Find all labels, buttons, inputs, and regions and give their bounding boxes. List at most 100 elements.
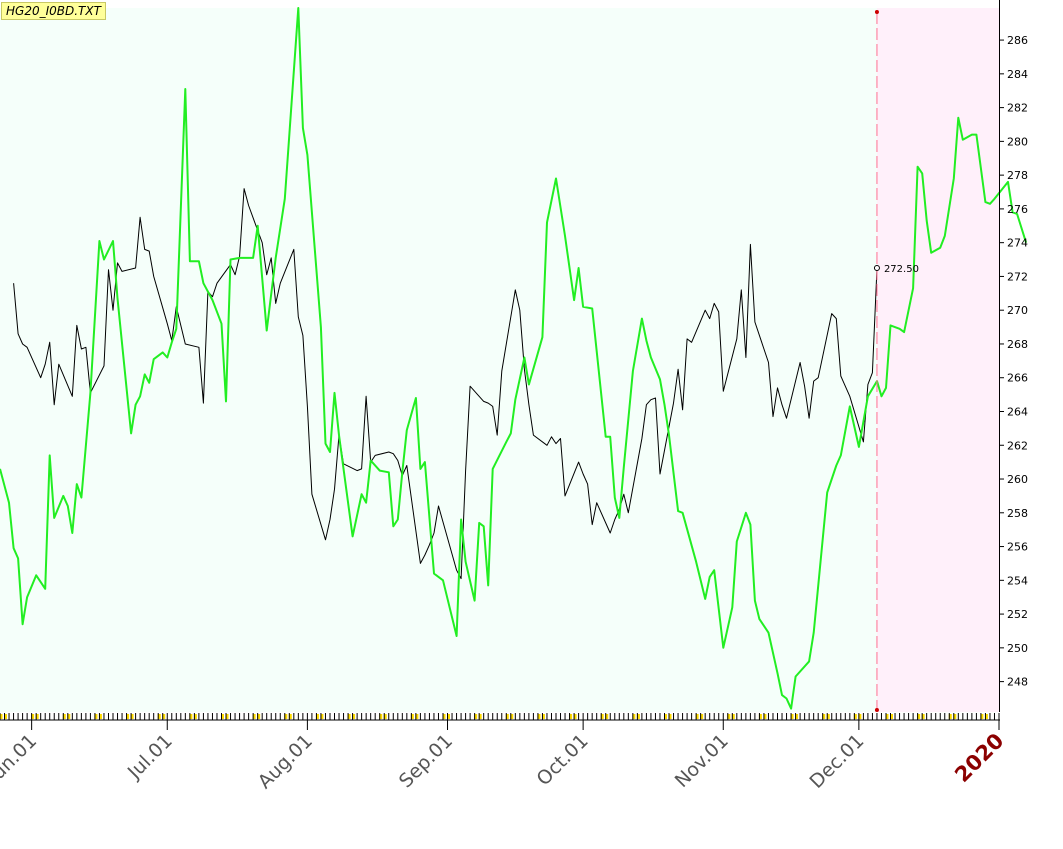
x-axis: Jun.01 Jul.01 Aug.01 Sep.01 Oct.01 Nov.01 Dec.…: [0, 713, 1009, 793]
weekend-marker: [727, 714, 731, 719]
weekend-marker: [478, 714, 482, 719]
weekend-marker: [126, 714, 130, 719]
x-tick-label: Dec.01: [805, 730, 868, 793]
weekend-marker: [320, 714, 324, 719]
weekend-marker: [352, 714, 356, 719]
divider-top-marker: [874, 10, 879, 14]
weekend-marker: [853, 714, 857, 719]
weekend-marker: [822, 714, 826, 719]
last-value-marker: [873, 264, 880, 271]
weekend-marker: [921, 714, 925, 719]
weekend-marker: [695, 714, 699, 719]
weekend-marker: [257, 714, 261, 719]
history-background: [0, 8, 877, 712]
weekend-marker: [31, 714, 35, 719]
weekend-marker: [573, 714, 577, 719]
weekend-marker: [35, 714, 39, 719]
weekend-marker: [826, 714, 830, 719]
weekend-marker: [668, 714, 672, 719]
last-value-label: 272.50: [884, 264, 919, 275]
y-tick-label: 274: [1007, 237, 1028, 250]
weekend-marker: [569, 714, 573, 719]
x-tick-label: Sep.01: [395, 730, 457, 792]
forecast-background: [876, 8, 999, 712]
weekend-marker: [948, 714, 952, 719]
weekend-marker: [632, 714, 636, 719]
weekend-marker: [605, 714, 609, 719]
weekend-marker: [885, 714, 889, 719]
weekend-marker: [447, 714, 451, 719]
weekend-marker: [600, 714, 604, 719]
weekend-marker: [130, 714, 134, 719]
weekend-marker: [415, 714, 419, 719]
weekend-marker: [4, 714, 8, 719]
y-tick-label: 262: [1007, 439, 1028, 452]
weekend-marker: [252, 714, 256, 719]
y-tick-label: 258: [1007, 507, 1028, 520]
series-layer: [0, 7, 1028, 710]
x-tick-label: Oct.01: [533, 730, 593, 790]
y-tick-label: 260: [1007, 473, 1028, 486]
weekend-marker: [193, 714, 197, 719]
y-tick-label: 250: [1007, 642, 1028, 655]
x-tick-label: Nov.01: [671, 730, 733, 792]
y-tick-label: 270: [1007, 304, 1028, 317]
weekend-marker: [284, 714, 288, 719]
divider-bottom-marker: [874, 708, 879, 712]
y-tick-label: 278: [1007, 169, 1028, 182]
weekend-marker: [442, 714, 446, 719]
weekend-marker: [700, 714, 704, 719]
weekend-marker: [220, 714, 224, 719]
weekend-marker: [94, 714, 98, 719]
weekend-marker: [474, 714, 478, 719]
weekend-marker: [189, 714, 193, 719]
weekend-marker: [758, 714, 762, 719]
y-tick-label: 268: [1007, 338, 1028, 351]
weekend-marker: [663, 714, 667, 719]
weekend-marker: [288, 714, 292, 719]
weekend-marker: [410, 714, 414, 719]
weekend-marker: [537, 714, 541, 719]
weekend-marker: [62, 714, 66, 719]
y-tick-label: 264: [1007, 405, 1028, 418]
weekend-marker: [795, 714, 799, 719]
weekend-marker: [731, 714, 735, 719]
weekend-marker: [157, 714, 161, 719]
weekend-marker: [162, 714, 166, 719]
weekend-marker: [0, 714, 3, 719]
y-tick-label: 248: [1007, 676, 1028, 689]
weekend-marker: [541, 714, 545, 719]
weekend-marker: [98, 714, 102, 719]
weekend-marker: [890, 714, 894, 719]
y-tick-label: 266: [1007, 372, 1028, 385]
weekend-marker: [347, 714, 351, 719]
x-axis-strip: [0, 713, 1000, 720]
y-tick-label: 252: [1007, 608, 1028, 621]
weekend-marker: [510, 714, 514, 719]
weekend-marker: [315, 714, 319, 719]
weekend-marker: [225, 714, 229, 719]
weekend-marker: [917, 714, 921, 719]
weekend-marker: [763, 714, 767, 719]
weekend-marker: [953, 714, 957, 719]
weekend-marker: [790, 714, 794, 719]
chart-title: HG20_I0BD.TXT: [1, 2, 106, 20]
indicator-series-line: [0, 7, 1028, 710]
y-tick-label: 282: [1007, 102, 1028, 115]
x-tick-label: Jul.01: [123, 730, 177, 784]
weekend-marker: [67, 714, 71, 719]
weekend-marker: [636, 714, 640, 719]
x-tick-label: Aug.01: [254, 730, 317, 793]
y-tick-label: 272: [1007, 270, 1028, 283]
y-tick-label: 256: [1007, 541, 1028, 554]
weekend-marker: [505, 714, 509, 719]
x-tick-label: Jun.01: [0, 730, 41, 789]
y-tick-label: 276: [1007, 203, 1028, 216]
y-axis: 248 250 252 254 256 258 260 262 264 266 268 270 272 2…: [999, 0, 1028, 712]
y-tick-label: 286: [1007, 34, 1028, 47]
weekend-marker: [984, 714, 988, 719]
y-tick-label: 280: [1007, 135, 1028, 148]
x-tick-label-year: 2020: [950, 729, 1008, 787]
y-tick-label: 284: [1007, 68, 1028, 81]
